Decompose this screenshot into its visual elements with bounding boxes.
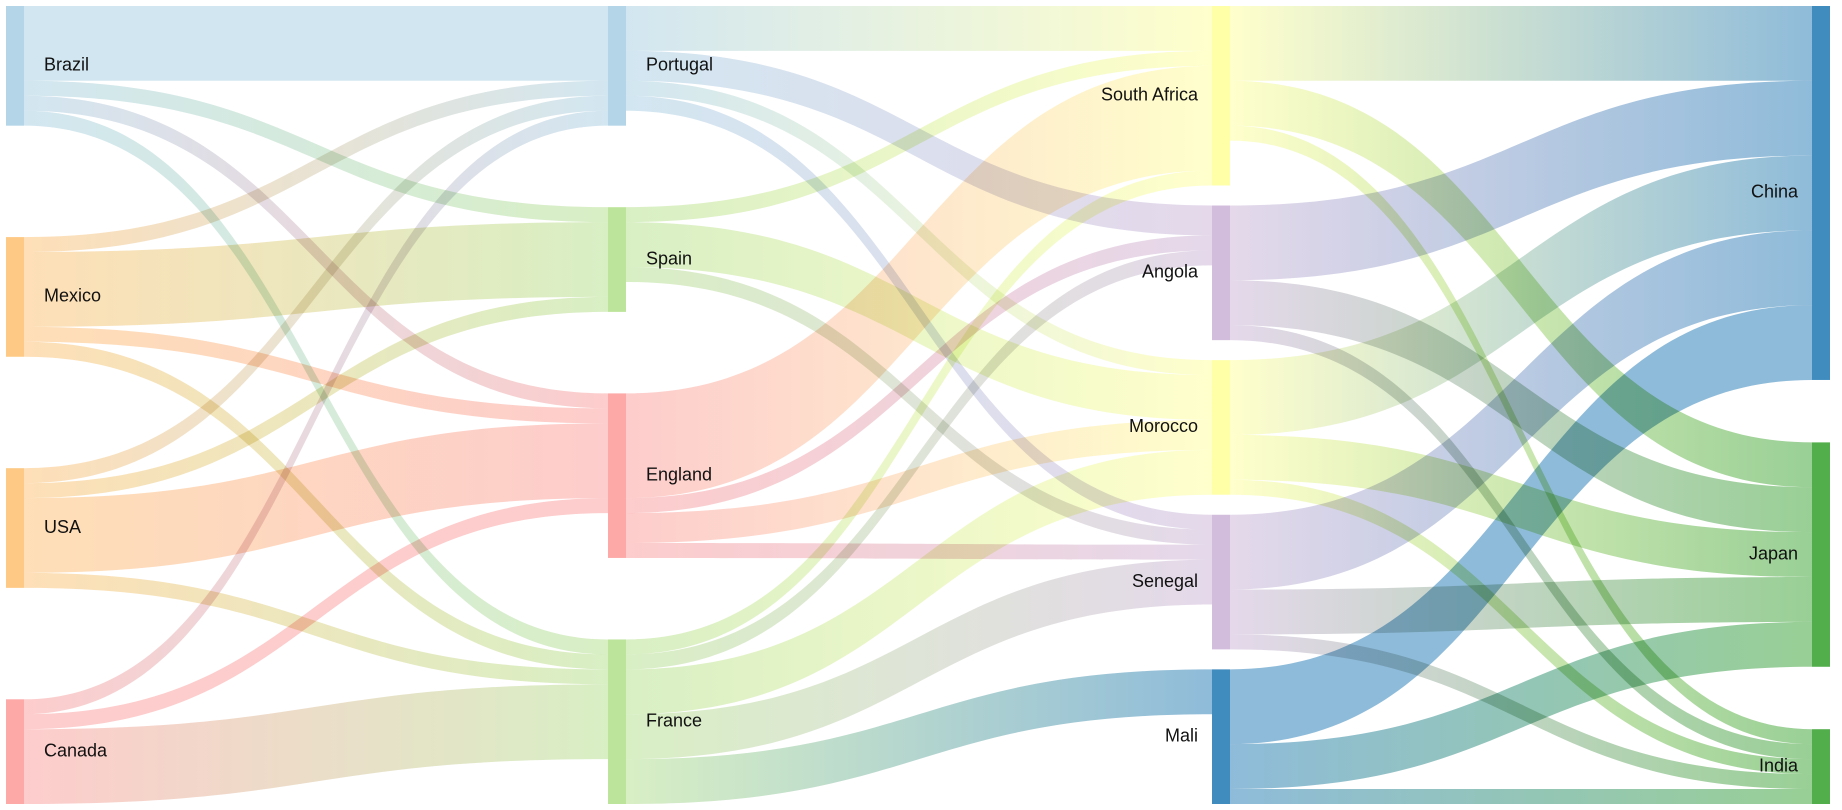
label-india: India: [1759, 755, 1799, 775]
link-france-to-mali: [626, 669, 1212, 804]
label-china: China: [1751, 182, 1799, 202]
label-portugal: Portugal: [646, 55, 713, 75]
link-morocco-to-india: [1230, 479, 1812, 775]
link-usa-to-england: [24, 423, 608, 573]
link-brazil-to-portugal: [24, 6, 608, 81]
node-england: [608, 393, 626, 558]
node-china: [1812, 6, 1830, 380]
node-france: [608, 639, 626, 804]
link-senegal-to-china: [1230, 230, 1812, 590]
label-france: France: [646, 710, 702, 730]
link-spain-to-senegal: [626, 267, 1212, 545]
label-england: England: [646, 464, 712, 484]
node-spain: [608, 207, 626, 312]
link-brazil-to-spain: [24, 80, 608, 223]
label-mexico: Mexico: [44, 286, 101, 306]
link-brazil-to-france: [24, 110, 608, 655]
link-mexico-to-spain: [24, 222, 608, 327]
link-south-africa-to-china: [1230, 6, 1812, 81]
link-portugal-to-morocco: [626, 80, 1212, 376]
label-usa: USA: [44, 517, 81, 537]
link-canada-to-france: [24, 684, 608, 804]
node-south-africa: [1212, 6, 1230, 186]
node-brazil: [6, 6, 24, 126]
link-france-to-angola: [626, 250, 1212, 670]
node-angola: [1212, 205, 1230, 341]
link-england-to-south-africa: [626, 65, 1212, 499]
link-senegal-to-japan: [1230, 577, 1812, 635]
link-canada-to-england: [24, 498, 608, 730]
link-france-to-senegal: [626, 559, 1212, 760]
link-canada-to-portugal: [24, 110, 608, 715]
label-spain: Spain: [646, 248, 692, 268]
node-mali: [1212, 669, 1230, 804]
node-japan: [1812, 442, 1830, 667]
link-usa-to-spain: [24, 296, 608, 499]
label-angola: Angola: [1142, 262, 1199, 282]
link-morocco-to-japan: [1230, 434, 1812, 578]
link-spain-to-south-africa: [626, 50, 1212, 223]
node-mexico: [6, 237, 24, 357]
link-usa-to-portugal: [24, 95, 608, 484]
label-canada: Canada: [44, 740, 108, 760]
node-senegal: [1212, 514, 1230, 650]
node-morocco: [1212, 360, 1230, 495]
node-portugal: [608, 6, 626, 126]
links-layer: [24, 6, 1812, 804]
link-morocco-to-china: [1230, 155, 1812, 435]
link-mali-to-india: [1230, 789, 1812, 804]
label-brazil: Brazil: [44, 55, 89, 75]
node-india: [1812, 729, 1830, 804]
label-mali: Mali: [1165, 725, 1198, 745]
link-england-to-senegal: [626, 542, 1212, 560]
label-morocco: Morocco: [1129, 416, 1198, 436]
nodes-layer: [6, 6, 1830, 804]
node-canada: [6, 699, 24, 804]
link-mexico-to-england: [24, 326, 608, 424]
label-south-africa: South Africa: [1101, 85, 1199, 105]
label-senegal: Senegal: [1132, 571, 1198, 591]
link-angola-to-china: [1230, 80, 1812, 281]
link-portugal-to-south-africa: [626, 6, 1212, 51]
link-england-to-morocco: [626, 419, 1212, 543]
link-usa-to-france: [24, 572, 608, 685]
labels-layer: Brazil Mexico USA Canada Portugal Spain Englan…: [44, 55, 1799, 776]
link-mexico-to-portugal: [24, 80, 608, 253]
link-mali-to-japan: [1230, 621, 1812, 790]
node-usa: [6, 468, 24, 588]
label-japan: Japan: [1749, 543, 1798, 563]
link-england-to-angola: [626, 235, 1212, 514]
